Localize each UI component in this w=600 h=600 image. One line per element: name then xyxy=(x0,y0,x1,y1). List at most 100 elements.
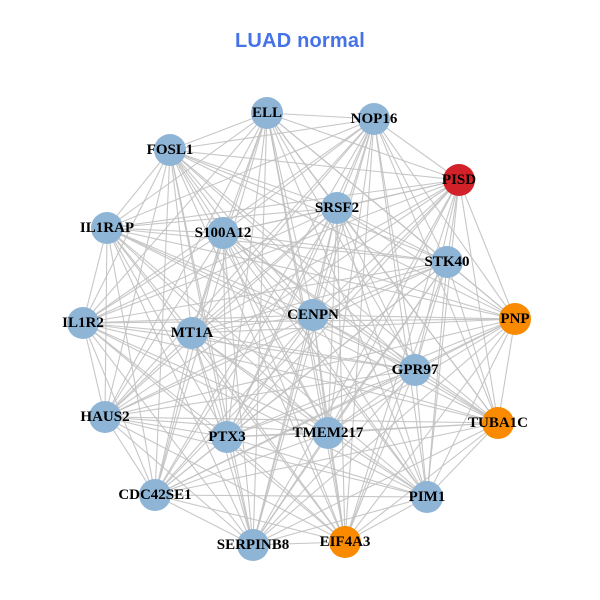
node-label-cdc42se1: CDC42SE1 xyxy=(118,487,191,503)
edge-ptx3-serpinb8 xyxy=(226,436,254,546)
edge-ell-il1r2 xyxy=(82,112,268,324)
edge-s100a12-cdc42se1 xyxy=(154,232,224,496)
edge-cenpn-cdc42se1 xyxy=(154,314,314,496)
edge-fosl1-gpr97 xyxy=(169,149,416,371)
edge-s100a12-haus2 xyxy=(104,232,224,418)
node-cdc42se1 xyxy=(139,479,171,511)
edge-fosl1-pnp xyxy=(169,149,516,320)
node-serpinb8 xyxy=(237,529,269,561)
edge-mt1a-tuba1c xyxy=(191,332,499,424)
node-ell xyxy=(251,97,283,129)
edge-stk40-eif4a3 xyxy=(344,261,448,543)
edge-pisd-pnp xyxy=(458,179,516,320)
edge-stk40-haus2 xyxy=(104,261,448,418)
edge-srsf2-ptx3 xyxy=(226,207,338,438)
edge-stk40-serpinb8 xyxy=(252,261,448,546)
edge-stk40-gpr97 xyxy=(414,261,448,371)
node-il1rap xyxy=(91,212,123,244)
edge-s100a12-pnp xyxy=(222,232,516,320)
node-label-s100a12: S100A12 xyxy=(195,225,252,241)
edge-gpr97-eif4a3 xyxy=(344,369,416,543)
edge-mt1a-pim1 xyxy=(191,332,428,498)
edge-il1r2-haus2 xyxy=(82,322,106,418)
edge-nop16-il1rap xyxy=(106,118,375,229)
edge-pisd-mt1a xyxy=(191,179,460,334)
edge-nop16-s100a12 xyxy=(222,118,375,234)
edge-nop16-tmem217 xyxy=(327,118,375,434)
edge-tmem217-ptx3 xyxy=(226,432,329,438)
edge-nop16-srsf2 xyxy=(336,118,375,209)
node-il1r2 xyxy=(67,307,99,339)
edge-nop16-serpinb8 xyxy=(252,118,375,546)
edge-cdc42se1-serpinb8 xyxy=(154,494,254,546)
edge-nop16-pim1 xyxy=(373,118,428,498)
node-s100a12 xyxy=(207,217,239,249)
edge-il1r2-mt1a xyxy=(82,322,193,334)
edge-ell-il1rap xyxy=(106,112,268,229)
node-haus2 xyxy=(89,401,121,433)
edge-tmem217-eif4a3 xyxy=(327,432,346,543)
edge-cenpn-pim1 xyxy=(312,314,428,498)
node-mt1a xyxy=(176,317,208,349)
node-label-pnp: PNP xyxy=(500,311,529,327)
edge-nop16-fosl1 xyxy=(169,118,375,151)
edge-lines xyxy=(82,112,516,546)
node-label-gpr97: GPR97 xyxy=(392,362,439,378)
edge-fosl1-haus2 xyxy=(104,149,171,418)
edge-gpr97-tmem217 xyxy=(327,369,416,434)
edge-tmem217-pim1 xyxy=(327,432,428,498)
edge-pnp-serpinb8 xyxy=(252,318,516,546)
edge-fosl1-pisd xyxy=(169,149,460,181)
edge-mt1a-haus2 xyxy=(104,332,193,418)
node-circles xyxy=(67,97,531,561)
node-label-serpinb8: SERPINB8 xyxy=(217,537,290,553)
edge-pisd-ptx3 xyxy=(226,179,460,438)
edge-fosl1-mt1a xyxy=(169,149,193,334)
node-ptx3 xyxy=(211,421,243,453)
edge-cenpn-gpr97 xyxy=(312,314,416,371)
edge-haus2-pim1 xyxy=(104,416,428,498)
node-label-il1r2: IL1R2 xyxy=(62,315,104,331)
edge-haus2-eif4a3 xyxy=(104,416,346,543)
edge-pisd-tuba1c xyxy=(458,179,499,424)
edge-fosl1-tmem217 xyxy=(169,149,329,434)
edge-mt1a-tmem217 xyxy=(191,332,329,434)
edge-fosl1-il1rap xyxy=(106,149,171,229)
edge-s100a12-tuba1c xyxy=(222,232,499,424)
edge-nop16-pnp xyxy=(373,118,516,320)
node-srsf2 xyxy=(321,192,353,224)
edge-stk40-cenpn xyxy=(312,261,448,316)
edge-srsf2-pnp xyxy=(336,207,516,320)
edge-pisd-il1r2 xyxy=(82,179,460,324)
edge-s100a12-cenpn xyxy=(222,232,314,316)
edge-pnp-ptx3 xyxy=(226,318,516,438)
edge-srsf2-eif4a3 xyxy=(336,207,346,543)
edge-ell-gpr97 xyxy=(266,112,416,371)
edge-il1rap-stk40 xyxy=(106,227,448,263)
edge-il1rap-il1r2 xyxy=(82,227,108,324)
edge-cenpn-pnp xyxy=(312,314,516,320)
edge-srsf2-il1r2 xyxy=(82,207,338,324)
edge-srsf2-gpr97 xyxy=(336,207,416,371)
node-label-il1rap: IL1RAP xyxy=(80,220,134,236)
edge-mt1a-eif4a3 xyxy=(191,332,346,543)
edge-srsf2-tuba1c xyxy=(336,207,499,424)
edge-il1rap-ptx3 xyxy=(106,227,228,438)
edge-ell-cenpn xyxy=(266,112,314,316)
edge-ptx3-pim1 xyxy=(226,436,428,498)
node-label-tmem217: TMEM217 xyxy=(293,425,364,441)
node-label-nop16: NOP16 xyxy=(351,111,398,127)
edge-gpr97-cdc42se1 xyxy=(154,369,416,496)
edge-gpr97-ptx3 xyxy=(226,369,416,438)
chart-title: LUAD normal xyxy=(235,30,365,52)
edge-fosl1-stk40 xyxy=(169,149,448,263)
edge-mt1a-gpr97 xyxy=(191,332,416,371)
edge-s100a12-ptx3 xyxy=(222,232,228,438)
edge-ell-ptx3 xyxy=(226,112,268,438)
node-label-pisd: PISD xyxy=(442,172,476,188)
edge-il1rap-cenpn xyxy=(106,227,314,316)
edge-nop16-haus2 xyxy=(104,118,375,418)
edge-fosl1-cenpn xyxy=(169,149,314,316)
